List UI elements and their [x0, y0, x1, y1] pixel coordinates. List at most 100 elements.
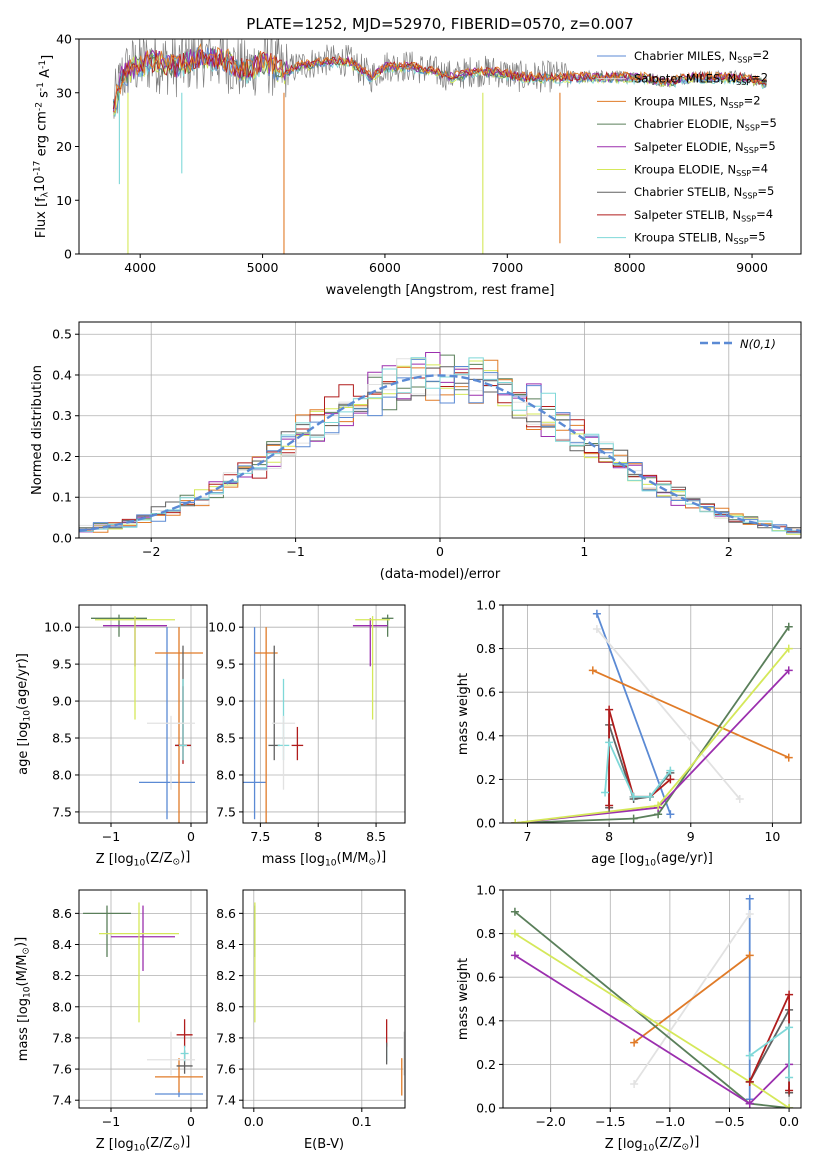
- axes-decor-6: 0.0 0.1 7.4 7.6 7.8 8.0 8.2 8.4 8.6 E(B-V): [216, 889, 406, 1152]
- mass-weight-marker: [666, 766, 675, 775]
- y-tick-label: 8.0: [216, 999, 236, 1014]
- x-tick-label: −1: [286, 544, 304, 559]
- chart-panel-7: [503, 889, 801, 1109]
- mass-weight-marker: [785, 1073, 794, 1082]
- axes-decor-2: −1 0 7.5 8.0 8.5 9.0 9.5 10.0 Z [log10​(Z/Z⊙​)] a…: [15, 604, 208, 869]
- x-axis-label: wavelength [Angstrom, rest frame]: [326, 283, 555, 298]
- x-tick-label: 4000: [124, 260, 156, 275]
- x-tick-label: 0.1: [352, 1114, 372, 1129]
- mass-weight-series: [588, 666, 793, 762]
- mass-weight-line: [596, 613, 672, 815]
- axes-frame: [78, 889, 208, 1109]
- y-tick-label: 0.3: [52, 408, 72, 423]
- y-tick-label: 30: [56, 85, 72, 100]
- x-tick-label: 5000: [247, 260, 279, 275]
- axes-decor-5: −1 0 7.4 7.6 7.8 8.0 8.2 8.4 8.6 Z [log10​(Z/Z⊙​)…: [14, 889, 208, 1154]
- mass-weight-line: [514, 911, 790, 1108]
- mass-weight-series: [592, 624, 744, 804]
- y-tick-label: 8.0: [52, 767, 72, 782]
- mass-weight-marker: [745, 1051, 754, 1060]
- y-tick-label: 0.6: [476, 685, 496, 700]
- y-axis-label: mass weight: [456, 958, 471, 1040]
- y-tick-label: 9.0: [52, 694, 72, 709]
- mass-weight-series: [511, 666, 793, 823]
- error-bar-point: [83, 905, 131, 957]
- y-tick-label: 8.5: [52, 731, 72, 746]
- error-bar-point: [271, 715, 296, 790]
- y-tick-label: 8.2: [216, 968, 236, 983]
- mass-weight-series: [745, 894, 754, 1104]
- axes-decor-0: 4000 5000 6000 7000 8000 9000 0 10 20 30 40 wavelen…: [33, 32, 802, 298]
- legend-label: Salpeter STELIB, NSSP​=4: [634, 207, 773, 223]
- legend-label: Chabrier ELODIE, NSSP​=5: [634, 116, 777, 132]
- x-axis-label: age [log10​(age/yr)]: [591, 851, 713, 869]
- axes-frame: [502, 604, 802, 824]
- mass-weight-series: [511, 644, 793, 823]
- residual-histogram: [79, 366, 801, 532]
- y-tick-label: 0.2: [476, 1057, 496, 1072]
- error-bar-point: [99, 902, 179, 1023]
- chart-panel-0: [112, 39, 768, 254]
- residual-histogram: [79, 357, 801, 532]
- mass-weight-marker: [592, 609, 601, 618]
- legend-label: Kroupa MILES, NSSP​=2: [634, 93, 761, 109]
- mass-weight-marker: [784, 644, 793, 653]
- y-tick-label: 8.0: [52, 999, 72, 1014]
- y-tick-label: 8.5: [216, 731, 236, 746]
- plot-area-1: [79, 352, 801, 535]
- y-tick-label: 40: [56, 32, 72, 47]
- y-tick-label: 9.0: [216, 694, 236, 709]
- legend-label: N(0,1): [740, 337, 776, 351]
- x-tick-label: 8: [314, 829, 322, 844]
- y-tick-label: 9.5: [52, 657, 72, 672]
- x-axis-label: mass [log10​(M/M⊙​)]: [262, 850, 386, 869]
- axes-decor-1: −2 −1 0 1 2 0.0 0.1 0.2 0.3 0.4 0.5 (data-model)/er…: [30, 321, 802, 582]
- chart-panel-4: [503, 604, 801, 824]
- plot-area-0: [112, 39, 768, 254]
- mass-weight-marker: [745, 951, 754, 960]
- mass-weight-marker: [629, 814, 638, 823]
- mass-weight-marker: [784, 753, 793, 762]
- figure-title: PLATE=1252, MJD=52970, FIBERID=0570, z=0…: [246, 15, 633, 33]
- y-tick-label: 0.0: [476, 1101, 496, 1116]
- histogram-legend: N(0,1): [700, 337, 776, 351]
- error-bar-point: [291, 726, 304, 761]
- y-tick-label: 7.5: [52, 804, 72, 819]
- y-tick-label: 20: [56, 139, 72, 154]
- x-tick-label: −1: [102, 829, 120, 844]
- mass-weight-marker: [510, 929, 519, 938]
- y-tick-label: 7.4: [52, 1093, 72, 1108]
- mass-weight-line: [515, 626, 790, 823]
- y-tick-label: 7.6: [52, 1062, 72, 1077]
- mass-weight-marker: [785, 990, 794, 999]
- y-tick-label: 0.2: [52, 449, 72, 464]
- plot-area-3: [243, 614, 394, 823]
- y-tick-label: 8.2: [52, 968, 72, 983]
- x-tick-label: 0: [187, 829, 195, 844]
- x-tick-label: 0: [436, 544, 444, 559]
- mass-weight-marker: [592, 624, 601, 633]
- error-bar-point: [147, 715, 195, 790]
- mass-weight-line: [608, 724, 672, 808]
- y-tick-label: 0.2: [476, 772, 496, 787]
- x-axis-label: E(B-V): [304, 1137, 344, 1152]
- chart-panel-2: [79, 605, 207, 823]
- y-axis-label: age [log10​(age/yr)]: [15, 653, 33, 775]
- mass-weight-series: [630, 951, 754, 1047]
- mass-weight-marker: [629, 792, 638, 801]
- mass-weight-marker: [645, 792, 654, 801]
- x-axis-label: Z [log10​(Z/Z⊙​)]: [96, 1135, 191, 1154]
- x-tick-label: 9000: [736, 260, 768, 275]
- y-axis-label: Flux [fλ​10-17​ erg cm-2​ s-1​ A-1​]: [33, 55, 55, 238]
- y-tick-label: 0.0: [52, 531, 72, 546]
- y-tick-label: 0.6: [476, 970, 496, 985]
- x-tick-label: −1.0: [655, 1114, 685, 1129]
- x-tick-label: 6000: [369, 260, 401, 275]
- axes-frame: [242, 889, 406, 1109]
- axes-decor-7: −2.0 −1.5 −1.0 −0.5 0.0 0.0 0.2 0.4 0.6 0.8 1.0 Z […: [456, 883, 802, 1154]
- error-bar-point: [176, 1019, 193, 1048]
- y-tick-label: 0.8: [476, 641, 496, 656]
- legend-label: Chabrier MILES, NSSP​=2: [634, 48, 769, 64]
- normal-reference-curve: [79, 374, 801, 533]
- x-tick-label: 2: [725, 544, 733, 559]
